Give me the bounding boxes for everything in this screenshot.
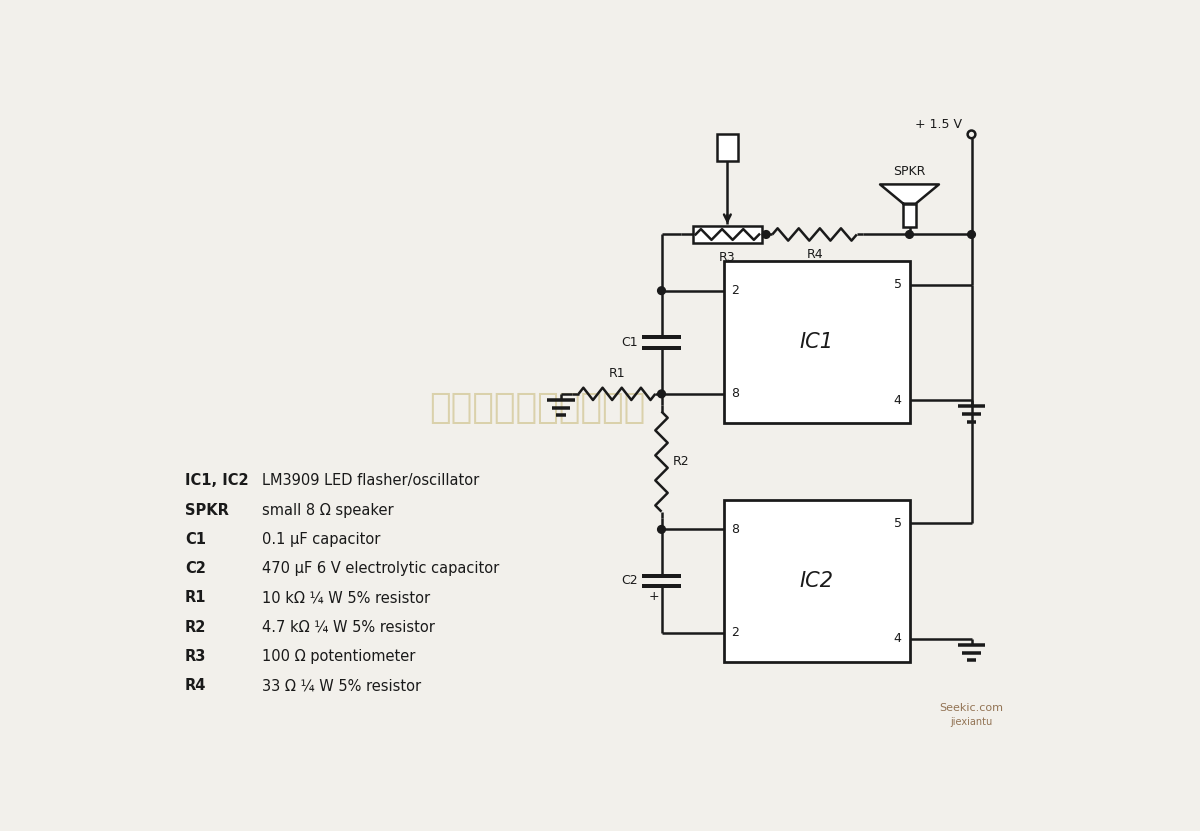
Text: 33 Ω ¼ W 5% resistor: 33 Ω ¼ W 5% resistor: [263, 678, 421, 693]
Text: small 8 Ω speaker: small 8 Ω speaker: [263, 503, 394, 518]
Text: 100 Ω potentiometer: 100 Ω potentiometer: [263, 649, 415, 664]
Text: C1: C1: [622, 336, 638, 349]
Text: 4: 4: [894, 632, 901, 645]
Text: R1: R1: [608, 367, 625, 380]
Circle shape: [762, 231, 770, 238]
Text: LM3909 LED flasher/oscillator: LM3909 LED flasher/oscillator: [263, 474, 480, 489]
Text: 10 kΩ ¼ W 5% resistor: 10 kΩ ¼ W 5% resistor: [263, 590, 431, 606]
Text: + 1.5 V: + 1.5 V: [916, 117, 962, 130]
Text: SPKR: SPKR: [185, 503, 229, 518]
Text: C2: C2: [622, 574, 638, 588]
Text: R2: R2: [185, 620, 206, 635]
Text: 2: 2: [731, 284, 739, 297]
Bar: [716, 135, 738, 161]
Text: IC1: IC1: [799, 332, 834, 352]
Polygon shape: [880, 184, 938, 204]
Text: 5: 5: [894, 517, 901, 529]
Text: R4: R4: [185, 678, 206, 693]
Text: 8: 8: [731, 387, 739, 401]
Text: C1: C1: [185, 532, 206, 547]
Text: R3: R3: [719, 251, 736, 263]
Text: +: +: [648, 590, 659, 602]
Text: IC1, IC2: IC1, IC2: [185, 474, 248, 489]
Bar: [724, 262, 910, 423]
Bar: [904, 204, 916, 227]
Text: 470 μF 6 V electrolytic capacitor: 470 μF 6 V electrolytic capacitor: [263, 561, 499, 576]
Text: 4.7 kΩ ¼ W 5% resistor: 4.7 kΩ ¼ W 5% resistor: [263, 620, 436, 635]
Bar: [724, 500, 910, 661]
Text: R4: R4: [806, 248, 823, 261]
Circle shape: [658, 390, 665, 398]
Text: 0.1 μF capacitor: 0.1 μF capacitor: [263, 532, 380, 547]
Circle shape: [906, 231, 913, 238]
Text: SPKR: SPKR: [893, 165, 925, 179]
Text: R3: R3: [185, 649, 206, 664]
Bar: [692, 226, 762, 243]
Text: 2: 2: [731, 626, 739, 639]
Text: 杭州将睢科技有限公司: 杭州将睢科技有限公司: [430, 391, 646, 425]
Text: C2: C2: [185, 561, 205, 576]
Text: jiexiantu: jiexiantu: [950, 717, 992, 727]
Text: 8: 8: [731, 523, 739, 536]
Text: Seekic.com: Seekic.com: [940, 703, 1003, 713]
Circle shape: [967, 231, 976, 238]
Text: IC2: IC2: [799, 571, 834, 591]
Text: 5: 5: [894, 278, 901, 291]
Circle shape: [658, 525, 665, 534]
Circle shape: [658, 287, 665, 294]
Text: 4: 4: [894, 394, 901, 406]
Text: R2: R2: [673, 455, 690, 468]
Text: R1: R1: [185, 590, 206, 606]
